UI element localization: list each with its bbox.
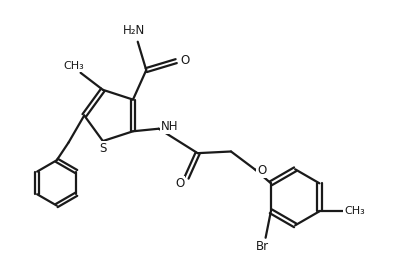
Text: CH₃: CH₃ — [63, 61, 84, 71]
Text: CH₃: CH₃ — [344, 206, 365, 216]
Text: O: O — [257, 164, 266, 177]
Text: S: S — [100, 142, 107, 155]
Text: Br: Br — [256, 240, 269, 253]
Text: O: O — [175, 177, 184, 190]
Text: O: O — [180, 53, 189, 67]
Text: H₂N: H₂N — [123, 24, 145, 38]
Text: NH: NH — [161, 120, 178, 133]
